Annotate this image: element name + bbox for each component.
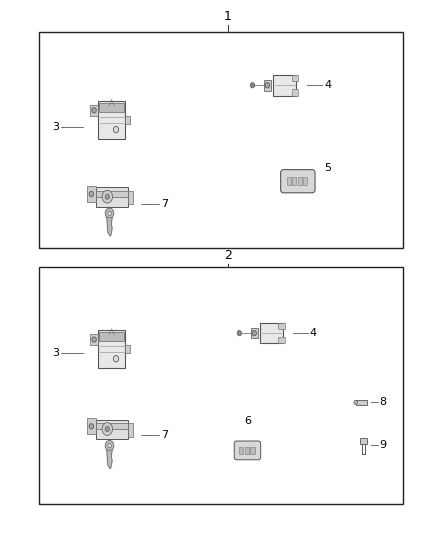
Circle shape bbox=[108, 211, 111, 215]
Bar bbox=[356, 400, 367, 405]
Bar bbox=[292, 177, 296, 185]
Bar bbox=[279, 323, 285, 329]
Polygon shape bbox=[107, 217, 112, 236]
Text: 9: 9 bbox=[380, 440, 387, 450]
Bar bbox=[99, 103, 124, 112]
Bar bbox=[260, 323, 283, 343]
FancyBboxPatch shape bbox=[281, 169, 315, 193]
Bar bbox=[125, 345, 130, 353]
Circle shape bbox=[89, 424, 94, 429]
Circle shape bbox=[105, 208, 114, 219]
Bar bbox=[90, 105, 98, 116]
Polygon shape bbox=[107, 450, 112, 469]
Text: 3: 3 bbox=[53, 348, 60, 358]
Bar bbox=[245, 447, 249, 454]
Circle shape bbox=[113, 356, 119, 362]
Bar bbox=[96, 419, 127, 439]
Bar bbox=[39, 32, 403, 248]
Bar bbox=[264, 80, 271, 91]
Bar bbox=[39, 266, 403, 504]
Text: 6: 6 bbox=[244, 416, 251, 426]
Circle shape bbox=[89, 191, 94, 197]
Bar bbox=[127, 423, 133, 437]
Text: 1: 1 bbox=[224, 11, 232, 23]
Circle shape bbox=[105, 440, 114, 451]
Bar bbox=[298, 177, 302, 185]
Bar bbox=[96, 191, 127, 197]
Text: 4: 4 bbox=[310, 328, 317, 338]
Bar bbox=[287, 177, 290, 185]
Circle shape bbox=[252, 330, 256, 336]
Text: 5: 5 bbox=[324, 163, 331, 173]
Bar bbox=[87, 418, 96, 434]
Bar bbox=[127, 191, 133, 204]
Bar bbox=[304, 177, 307, 185]
Circle shape bbox=[237, 330, 241, 336]
Bar bbox=[125, 116, 130, 124]
Text: 7: 7 bbox=[161, 199, 168, 208]
FancyBboxPatch shape bbox=[234, 441, 261, 460]
Text: 4: 4 bbox=[324, 80, 331, 90]
Circle shape bbox=[250, 83, 254, 88]
Bar bbox=[99, 333, 124, 342]
Bar bbox=[273, 75, 296, 95]
Bar bbox=[96, 187, 127, 207]
Bar bbox=[96, 423, 127, 430]
Circle shape bbox=[105, 194, 110, 199]
Circle shape bbox=[265, 83, 269, 88]
Circle shape bbox=[92, 337, 96, 342]
Circle shape bbox=[113, 126, 119, 133]
Text: 8: 8 bbox=[380, 398, 387, 407]
Text: 3: 3 bbox=[53, 122, 60, 132]
Bar bbox=[251, 328, 258, 338]
Bar bbox=[239, 447, 244, 454]
Text: 7: 7 bbox=[161, 431, 168, 440]
Circle shape bbox=[102, 423, 113, 435]
Bar bbox=[98, 330, 125, 368]
Circle shape bbox=[92, 108, 96, 113]
Bar bbox=[360, 438, 367, 444]
Circle shape bbox=[102, 190, 113, 203]
Bar bbox=[292, 75, 298, 82]
Bar bbox=[87, 186, 96, 202]
Circle shape bbox=[108, 443, 111, 448]
Circle shape bbox=[354, 400, 357, 405]
Bar bbox=[292, 89, 298, 95]
Circle shape bbox=[105, 426, 110, 432]
Text: 2: 2 bbox=[224, 249, 232, 262]
Bar bbox=[279, 337, 285, 343]
Bar bbox=[90, 334, 98, 345]
Bar bbox=[250, 447, 254, 454]
Bar bbox=[98, 101, 125, 139]
